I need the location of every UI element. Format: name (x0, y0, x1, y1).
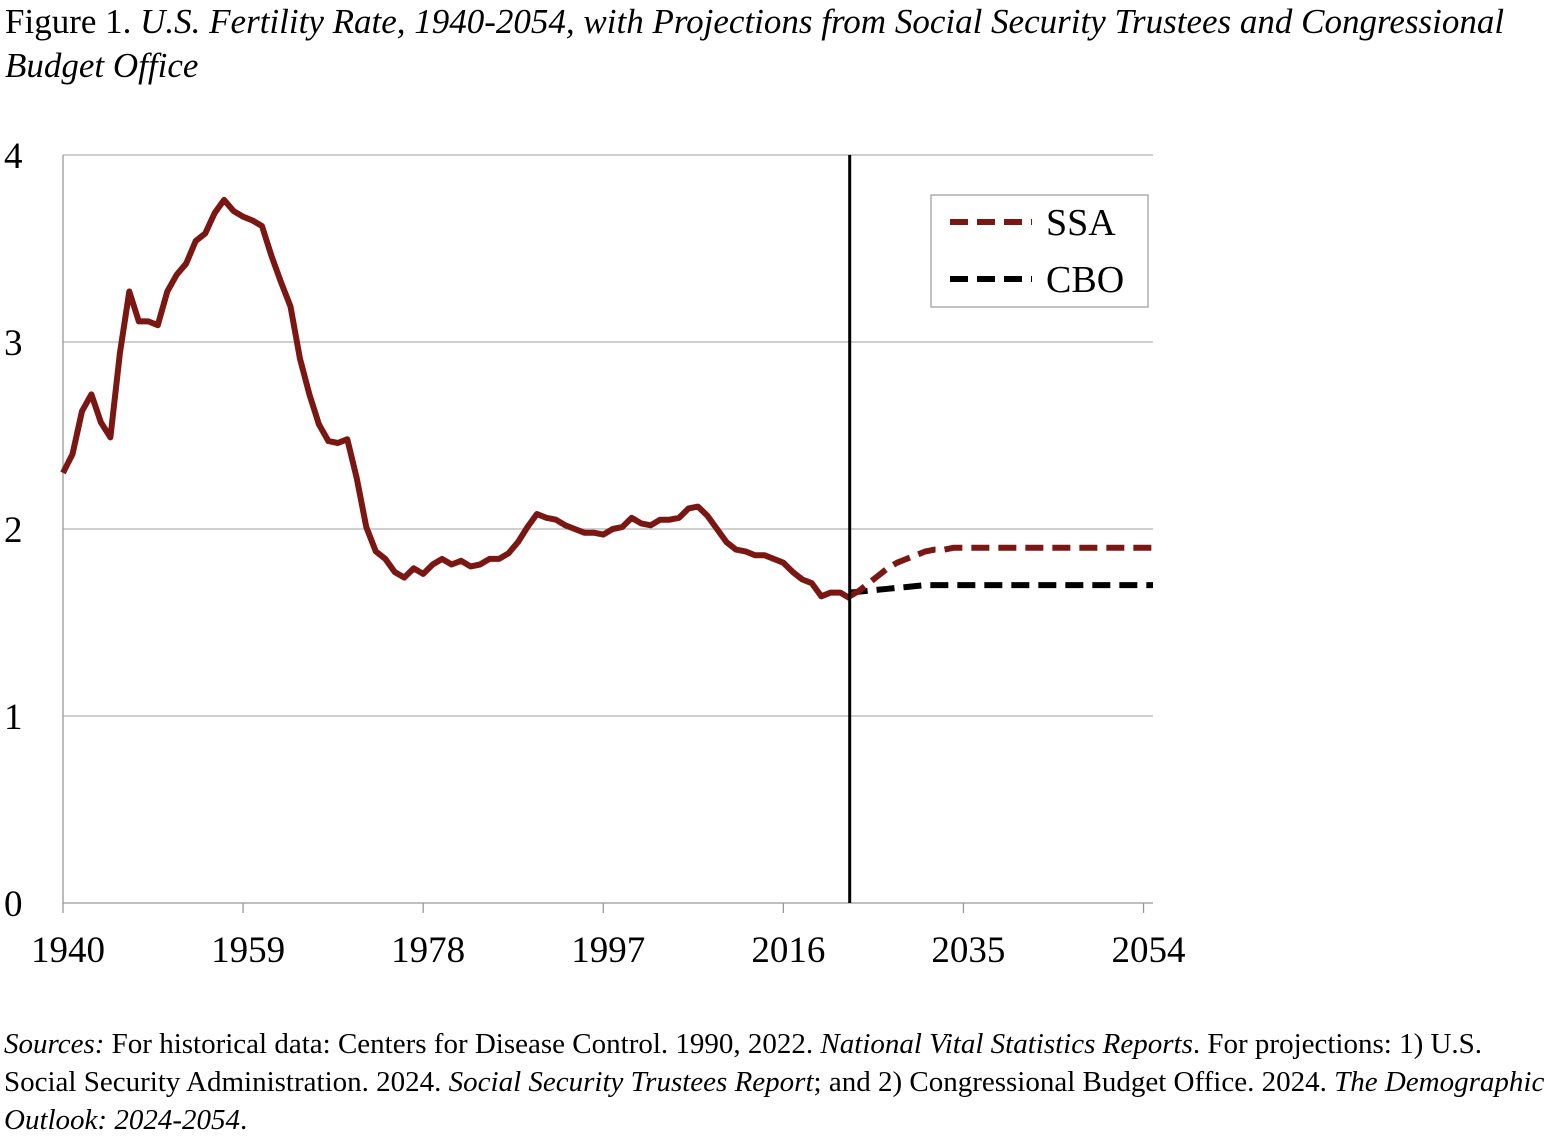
legend-label-ssa: SSA (1046, 202, 1116, 244)
y-tick-label: 2 (4, 510, 23, 551)
sources-text: . For projections: 1) U.S. Social Securi… (4, 1028, 1483, 1098)
y-axis: 0 1 2 3 4 (4, 136, 64, 925)
x-tick-label: 1940 (31, 930, 105, 971)
y-tick-label: 0 (4, 884, 23, 925)
y-tick-label: 3 (4, 323, 23, 364)
legend-box (930, 194, 1149, 308)
figure-title: Figure 1. U.S. Fertility Rate, 1940-2054… (5, 0, 1545, 88)
sources-text: For historical data: Centers for Disease… (104, 1028, 821, 1060)
ssa-projection-line (848, 544, 1153, 599)
legend-label-cbo: CBO (1046, 259, 1124, 301)
sources-title: The Demographic Outlook: 2024-2054 (4, 1066, 1545, 1136)
sources-title: Social Security Trustees Report (448, 1066, 814, 1098)
x-axis: 1940 1959 1978 1997 2016 2035 2054 (31, 902, 1186, 971)
x-tick-label: 1959 (211, 930, 285, 971)
sources-text: ; and 2) Congressional Budget Office. 20… (813, 1066, 1335, 1098)
legend: SSA CBO (930, 194, 1149, 308)
sources-label: Sources: (4, 1028, 105, 1060)
series-lines (60, 196, 1153, 601)
gridlines (63, 154, 1153, 717)
sources-text: . (240, 1104, 248, 1136)
x-tick-label: 2016 (751, 930, 825, 971)
y-tick-label: 1 (4, 697, 23, 738)
x-tick-label: 1997 (571, 930, 645, 971)
sources-title: National Vital Statistics Reports (820, 1028, 1193, 1060)
y-tick-label: 4 (4, 136, 23, 177)
historical-line (60, 196, 852, 601)
x-tick-label: 2054 (1112, 930, 1186, 971)
x-tick-label: 2035 (931, 930, 1005, 971)
figure-title-prefix: Figure 1. (5, 2, 141, 41)
figure-title-italic: U.S. Fertility Rate, 1940-2054, with Pro… (5, 2, 1505, 85)
x-tick-label: 1978 (391, 930, 465, 971)
cbo-projection-line (849, 582, 1153, 596)
sources-note: Sources: For historical data: Centers fo… (4, 1025, 1559, 1139)
